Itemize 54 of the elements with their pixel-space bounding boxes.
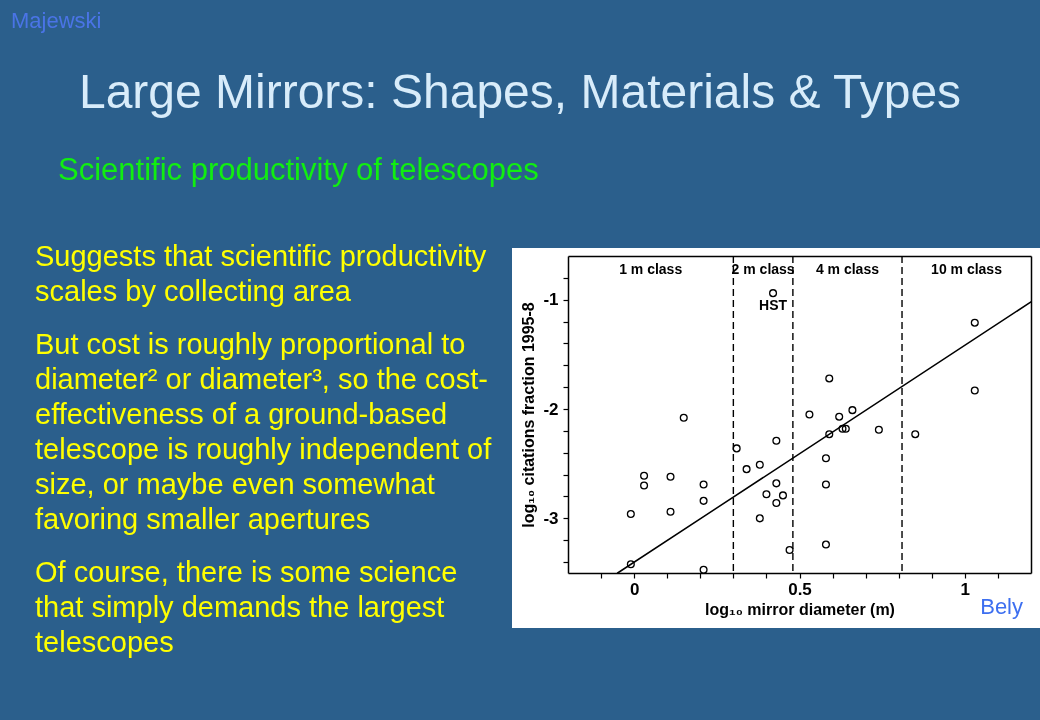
y-tick-label: -3 [543,508,559,528]
text: Of course, there is some science that simply demands the largest telescopes [35,556,458,658]
x-tick-label: 0 [629,579,640,599]
point [640,481,649,490]
y-axis-title: log₁₀ citations fraction 1995-8 [520,302,538,528]
chart-title: Large Mirrors: Shapes, Materials & Types [78,65,962,118]
text: Scientific productivity of telescopes [58,152,539,187]
point [769,289,778,298]
point [778,491,788,500]
point [626,560,635,569]
y-tick-label: -1 [543,290,559,310]
point [821,480,830,489]
point [874,425,883,434]
text: Suggests that scientific productivity scales by collecting area [35,240,487,307]
point [699,565,708,574]
point [970,386,979,395]
point [821,540,830,549]
x-tick-label: 1 [960,579,971,599]
x-tick-label: 0.5 [788,579,812,599]
point [755,514,764,523]
point [911,430,920,439]
text: Bely [980,594,1023,619]
point [835,412,844,421]
point [772,436,781,445]
x-axis-title: log₁₀ mirror diameter (m) [705,600,895,618]
annotation: 10 m class [931,261,1003,277]
point [666,472,675,481]
point [821,454,830,463]
annotation: HST [759,297,788,314]
point [848,406,857,415]
point [772,479,781,488]
point [679,413,688,422]
point [699,496,708,505]
point [762,490,771,499]
point [970,318,979,327]
point [755,460,764,469]
point [838,424,847,433]
point [772,499,781,508]
point [640,471,649,480]
annotation: 1 m class [619,261,683,277]
point [805,410,814,419]
point [626,509,635,519]
point [825,374,834,383]
point [699,480,708,489]
text: Majewski [11,8,102,33]
text: But cost is roughly proportional to diameter² or diameter³, so the cost-effectiveness of a ground-based telescope is roughly independent of size, or maybe even somewhat favoring smaller apertures [35,328,493,535]
y-tick-label: -2 [543,399,559,419]
point [742,465,751,474]
annotation: 4 m class [815,261,880,277]
point [825,430,834,439]
point [666,507,675,516]
point [732,444,741,453]
point [785,546,794,555]
point [841,424,850,433]
